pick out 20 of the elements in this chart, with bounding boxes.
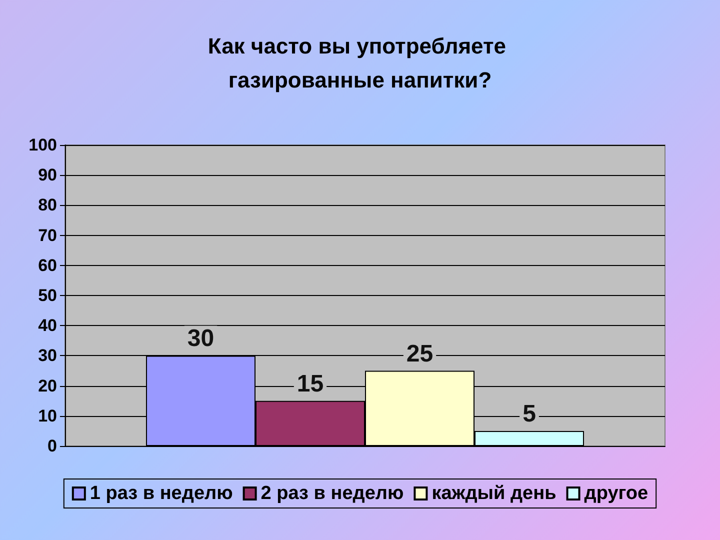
y-tick-label: 40 bbox=[38, 316, 57, 336]
data-label: 30 bbox=[187, 325, 214, 352]
y-tick-label: 90 bbox=[38, 166, 57, 185]
y-tick-label: 80 bbox=[38, 196, 57, 215]
y-tick-label: 30 bbox=[38, 346, 57, 366]
legend-label: другое bbox=[584, 483, 648, 504]
y-tick-label: 10 bbox=[38, 406, 57, 426]
y-tick-label: 50 bbox=[38, 286, 57, 305]
y-tick-label: 60 bbox=[38, 256, 57, 275]
y-tick-label: 0 bbox=[48, 436, 57, 456]
data-label: 15 bbox=[296, 370, 324, 398]
legend-label: каждый день bbox=[432, 483, 556, 504]
data-label: 5 bbox=[522, 400, 536, 428]
legend-label: 1 раз в неделю bbox=[90, 483, 233, 504]
y-tick-label: 100 bbox=[28, 136, 57, 154]
y-tick-label: 70 bbox=[38, 226, 57, 245]
y-tick-label: 20 bbox=[38, 376, 57, 396]
data-label: 25 bbox=[406, 340, 434, 368]
chart-title: Как часто вы употребляете газированные напитки? bbox=[208, 34, 512, 92]
legend-label: 2 раз в неделю bbox=[260, 483, 404, 504]
